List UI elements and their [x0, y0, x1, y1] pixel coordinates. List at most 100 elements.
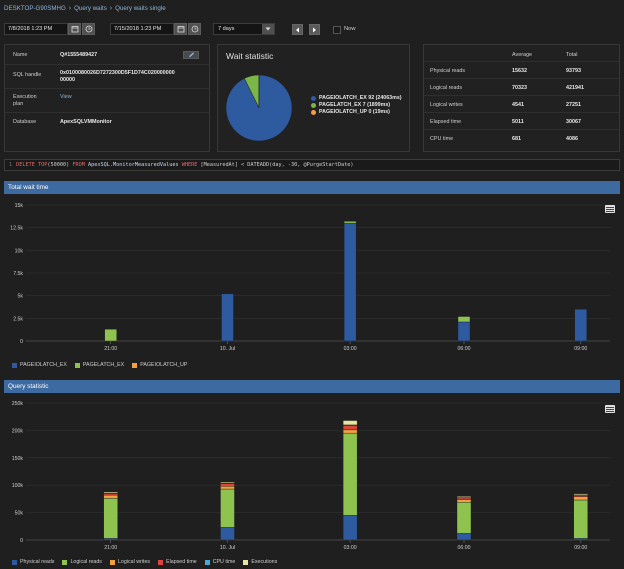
previous-period-button[interactable] — [292, 24, 303, 35]
query-statistic-chart: 0 50k 100k 150k 200k 250k 21:00 10. Jul 03:00 06:… — [4, 393, 620, 569]
wait-legend-item-1[interactable]: PAGELATCH_EX 7 (1899ms) — [311, 102, 390, 108]
bar-segment[interactable] — [457, 316, 471, 323]
y-tick-label: 50k — [15, 511, 24, 517]
y-tick-label: 5k — [18, 294, 24, 300]
stats-row-label: Elapsed time — [430, 119, 462, 125]
range-select[interactable]: 7 days — [213, 23, 275, 35]
legend-item[interactable]: PAGELATCH_EX — [74, 362, 125, 368]
stats-row-label: Logical reads — [430, 85, 463, 91]
bar-segment[interactable] — [220, 481, 235, 484]
next-period-button[interactable] — [309, 24, 320, 35]
bar-segment[interactable] — [220, 486, 235, 490]
caret-left-icon — [296, 27, 299, 32]
legend-label: PAGELATCH_EX — [82, 362, 125, 368]
clock-start-button[interactable] — [82, 23, 95, 35]
stats-row-average: 15632 — [512, 68, 527, 74]
x-tick-label: 10. Jul — [220, 545, 235, 551]
legend-item[interactable]: PAGEIOLATCH_EX — [12, 362, 67, 368]
bar-segment[interactable] — [456, 499, 472, 503]
bar-segment[interactable] — [104, 329, 117, 342]
legend-label: CPU time — [212, 559, 236, 565]
legend-swatch — [62, 559, 68, 565]
bar-segment[interactable] — [220, 488, 235, 528]
handle-row: SQL handle 0x0100080026D7272300D5F1D74C0… — [5, 65, 209, 89]
stats-row-average: 681 — [512, 136, 521, 142]
breadcrumb-current: Query waits single — [115, 4, 166, 12]
handle-label: SQL handle — [13, 72, 42, 78]
breadcrumb-server[interactable]: DESKTOP-G90SMHG — [4, 4, 66, 12]
bar-segment[interactable] — [573, 496, 588, 501]
bar-segment[interactable] — [342, 515, 358, 541]
plan-label-line2: plan — [13, 101, 24, 107]
now-checkbox[interactable] — [333, 26, 341, 34]
legend-item[interactable]: CPU time — [204, 559, 236, 565]
bar-segment[interactable] — [103, 498, 118, 539]
bar-segment[interactable] — [343, 221, 357, 224]
wait-legend-item-2[interactable]: PAGEIOLATCH_UP 0 (19ms) — [311, 109, 390, 115]
total-wait-legend: PAGEIOLATCH_EX PAGELATCH_EX PAGEIOLATCH_UP — [12, 362, 187, 368]
breadcrumb: DESKTOP-G90SMHG › Query waits › Query wa… — [4, 3, 166, 13]
plan-row: Execution plan View — [5, 89, 209, 113]
bar-segment[interactable] — [457, 321, 471, 342]
calendar-start-button[interactable] — [68, 23, 81, 35]
legend-label: PAGEIOLATCH_UP — [140, 362, 188, 368]
legend-item[interactable]: Executions — [243, 559, 277, 565]
bar-segment[interactable] — [221, 293, 234, 342]
bar-segment[interactable] — [456, 501, 472, 534]
x-tick-label: 10. Jul — [220, 346, 235, 352]
bar-segment[interactable] — [342, 432, 358, 516]
bar-segment[interactable] — [573, 493, 588, 495]
sql-text-box[interactable]: 1 DELETE TOP(50000) FROM ApexSQL.MonitorM… — [4, 159, 620, 171]
bar-segment[interactable] — [103, 494, 118, 499]
calendar-end-button[interactable] — [174, 23, 187, 35]
legend-label: Elapsed time — [166, 559, 197, 565]
start-date-input[interactable]: 7/8/2018 1:23 PM — [4, 23, 68, 35]
bar-segment[interactable] — [342, 420, 358, 426]
legend-swatch — [12, 362, 17, 368]
y-tick-label: 10k — [15, 248, 24, 254]
chart-menu-icon[interactable] — [605, 205, 615, 213]
bar-segment[interactable] — [220, 527, 235, 541]
legend-item[interactable]: Elapsed time — [158, 559, 197, 565]
bar-segment[interactable] — [573, 499, 588, 539]
bar-segment[interactable] — [342, 429, 358, 434]
total-wait-chart-svg: 0 2.5k 5k 7.5k 10k 12.5k 15k 21:00 10. Jul 03:00 0… — [10, 203, 610, 352]
breadcrumb-query-waits[interactable]: Query waits — [74, 4, 107, 12]
edit-name-button[interactable] — [183, 51, 199, 59]
stats-row-total: 27251 — [566, 102, 581, 108]
legend-item[interactable]: PAGEIOLATCH_UP — [132, 362, 187, 368]
view-plan-link[interactable]: View — [60, 94, 72, 100]
end-date-input[interactable]: 7/15/2018 1:23 PM — [110, 23, 174, 35]
x-tick-label: 06:00 — [458, 545, 471, 551]
calendar-icon — [71, 26, 78, 33]
chart-menu-icon[interactable] — [605, 405, 615, 413]
legend-item[interactable]: Logical writes — [109, 559, 150, 565]
bar-segment[interactable] — [574, 309, 587, 342]
caret-down-icon — [262, 24, 274, 34]
query-statistic-legend: Physical reads Logical reads Logical write… — [12, 559, 277, 565]
database-value: ApexSQLVMMonitor — [60, 119, 112, 125]
y-tick-label: 250k — [12, 401, 24, 407]
name-label: Name — [13, 52, 28, 58]
bar-segment[interactable] — [103, 538, 118, 541]
legend-swatch — [132, 362, 138, 368]
bar-segment[interactable] — [456, 533, 472, 541]
bar-segment[interactable] — [456, 496, 472, 498]
bar-segment[interactable] — [342, 425, 358, 431]
stats-row: CPU time 681 4086 — [424, 130, 619, 147]
y-tick-label: 12.5k — [10, 226, 23, 232]
legend-item[interactable]: Logical reads — [62, 559, 102, 565]
y-tick-label: 100k — [12, 483, 24, 489]
wait-legend-item-0[interactable]: PAGEIOLATCH_EX 92 (24063ms) — [311, 95, 402, 101]
y-tick-label: 150k — [12, 456, 24, 462]
legend-item[interactable]: Physical reads — [12, 559, 54, 565]
bar-segment[interactable] — [103, 491, 118, 494]
y-tick-label: 7.5k — [13, 271, 23, 277]
bar-segment[interactable] — [343, 222, 357, 342]
stats-row-label: Logical writes — [430, 102, 463, 108]
y-tick-label: 2.5k — [13, 316, 23, 322]
chevron-right-icon: › — [68, 4, 72, 12]
bar-segment[interactable] — [573, 538, 588, 541]
clock-end-button[interactable] — [188, 23, 201, 35]
pie-slice[interactable] — [225, 74, 293, 142]
